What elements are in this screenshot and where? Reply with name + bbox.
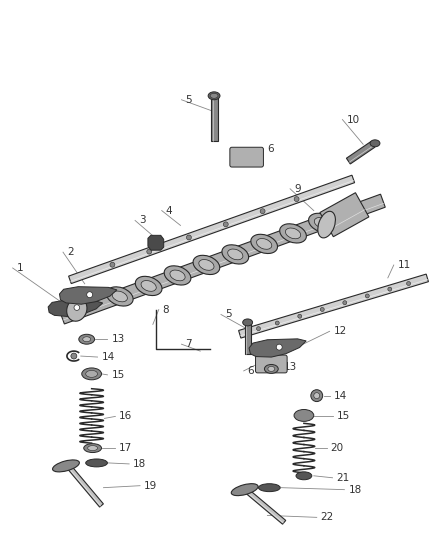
Polygon shape: [68, 466, 103, 507]
Ellipse shape: [112, 291, 127, 302]
Circle shape: [388, 287, 392, 291]
Ellipse shape: [231, 483, 258, 496]
Text: 17: 17: [119, 443, 133, 453]
Text: 3: 3: [139, 215, 146, 225]
Circle shape: [311, 390, 323, 401]
Ellipse shape: [243, 319, 253, 326]
Ellipse shape: [228, 249, 243, 260]
Text: 4: 4: [166, 206, 172, 215]
Polygon shape: [239, 274, 428, 338]
Circle shape: [223, 222, 228, 227]
FancyBboxPatch shape: [255, 355, 287, 373]
Ellipse shape: [251, 235, 278, 254]
Ellipse shape: [193, 255, 220, 274]
Text: 20: 20: [331, 443, 344, 453]
Polygon shape: [346, 141, 375, 164]
Text: 11: 11: [398, 260, 411, 270]
Text: 13: 13: [284, 362, 297, 372]
Polygon shape: [48, 300, 102, 317]
Ellipse shape: [141, 280, 156, 292]
Text: 7: 7: [185, 339, 192, 349]
Circle shape: [87, 292, 92, 297]
Circle shape: [320, 308, 324, 311]
Ellipse shape: [135, 276, 162, 296]
Text: 21: 21: [336, 473, 350, 483]
Ellipse shape: [286, 228, 300, 239]
Text: 14: 14: [333, 391, 347, 401]
Text: 12: 12: [333, 326, 347, 336]
Ellipse shape: [318, 211, 336, 238]
Circle shape: [71, 353, 77, 359]
Circle shape: [406, 281, 410, 286]
FancyBboxPatch shape: [230, 147, 263, 167]
Circle shape: [187, 235, 191, 240]
Ellipse shape: [294, 409, 314, 422]
Polygon shape: [249, 339, 306, 357]
Circle shape: [275, 321, 279, 325]
Ellipse shape: [164, 266, 191, 285]
Ellipse shape: [257, 239, 272, 249]
Ellipse shape: [370, 140, 380, 147]
Text: 14: 14: [102, 352, 115, 362]
Polygon shape: [245, 325, 251, 354]
Polygon shape: [148, 236, 164, 250]
Text: 16: 16: [119, 411, 133, 422]
Text: 6: 6: [267, 144, 274, 154]
Ellipse shape: [208, 92, 220, 100]
Circle shape: [298, 314, 302, 318]
Text: 15: 15: [336, 411, 350, 422]
Text: 15: 15: [111, 370, 125, 380]
Circle shape: [110, 262, 115, 267]
Ellipse shape: [210, 93, 218, 98]
Ellipse shape: [265, 365, 278, 374]
Ellipse shape: [83, 337, 91, 342]
Text: 19: 19: [144, 481, 157, 491]
Ellipse shape: [296, 472, 312, 480]
Polygon shape: [60, 194, 385, 324]
Ellipse shape: [86, 370, 98, 377]
Circle shape: [294, 197, 299, 201]
Text: 13: 13: [111, 334, 125, 344]
Circle shape: [74, 305, 80, 310]
Ellipse shape: [67, 298, 87, 321]
Ellipse shape: [79, 334, 95, 344]
Text: 1: 1: [17, 263, 23, 273]
Text: 2: 2: [67, 247, 74, 257]
Ellipse shape: [88, 446, 98, 450]
Ellipse shape: [222, 245, 249, 264]
Circle shape: [365, 294, 369, 298]
Text: 18: 18: [133, 459, 146, 469]
Text: 5: 5: [185, 95, 192, 105]
Circle shape: [343, 301, 347, 305]
Ellipse shape: [268, 367, 275, 372]
Ellipse shape: [280, 224, 307, 243]
Polygon shape: [60, 287, 117, 304]
Text: 18: 18: [348, 484, 362, 495]
Polygon shape: [69, 175, 355, 284]
Ellipse shape: [106, 287, 133, 306]
Circle shape: [147, 249, 152, 254]
Polygon shape: [246, 490, 286, 524]
Ellipse shape: [86, 459, 107, 467]
Text: 6: 6: [247, 366, 254, 376]
Text: 8: 8: [163, 304, 170, 314]
Ellipse shape: [314, 217, 329, 228]
Circle shape: [257, 327, 261, 330]
Ellipse shape: [82, 368, 102, 380]
Ellipse shape: [53, 460, 79, 472]
Polygon shape: [211, 97, 218, 141]
Text: 5: 5: [225, 310, 232, 319]
Ellipse shape: [84, 443, 102, 453]
Circle shape: [314, 393, 320, 399]
Circle shape: [260, 209, 265, 214]
Text: 22: 22: [321, 512, 334, 522]
Text: 9: 9: [294, 184, 300, 194]
Ellipse shape: [199, 260, 214, 270]
Circle shape: [276, 344, 282, 350]
Polygon shape: [320, 193, 369, 237]
Text: 10: 10: [346, 115, 360, 125]
Ellipse shape: [309, 213, 335, 232]
Ellipse shape: [170, 270, 185, 281]
Ellipse shape: [258, 484, 280, 491]
